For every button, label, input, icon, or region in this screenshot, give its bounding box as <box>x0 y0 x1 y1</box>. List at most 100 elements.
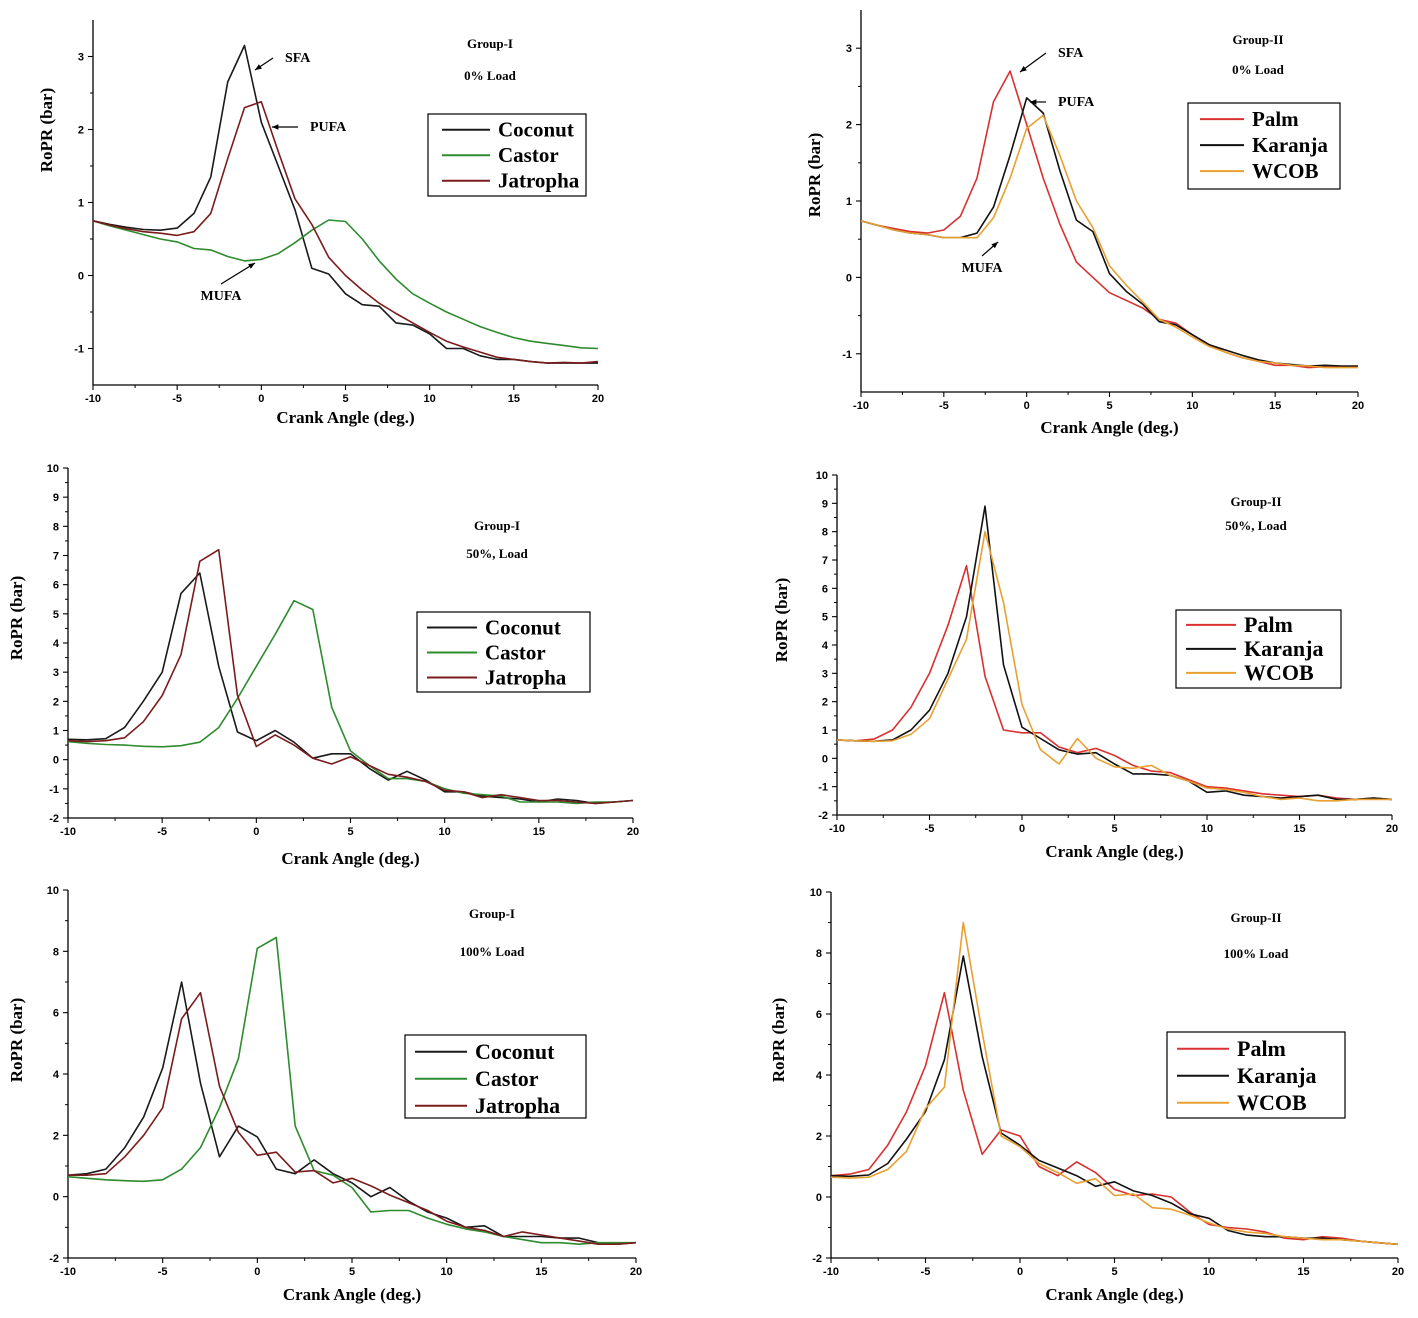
x-tick-label: -5 <box>158 1266 168 1278</box>
annotation-label: SFA <box>1058 46 1084 61</box>
y-tick-label: 3 <box>846 43 852 55</box>
annotation-arrowhead <box>1030 99 1037 105</box>
x-tick-label: 10 <box>424 393 436 405</box>
x-axis-title: Crank Angle (deg.) <box>276 408 414 427</box>
x-tick-label: 5 <box>1106 400 1112 412</box>
y-axis-title: RoPR (bar) <box>772 578 791 663</box>
legend-label-castor: Castor <box>485 640 546 664</box>
x-axis-title: Crank Angle (deg.) <box>283 1285 421 1304</box>
x-tick-label: -10 <box>823 1266 839 1278</box>
annotation-sfa: SFA <box>254 51 311 71</box>
group-label: Group-II <box>1230 494 1281 509</box>
legend-label-karanja: Karanja <box>1244 636 1323 661</box>
y-tick-label: 2 <box>846 120 852 132</box>
annotation-arrowhead <box>248 263 255 269</box>
legend-label-karanja: Karanja <box>1237 1063 1316 1088</box>
series-line-wcob <box>860 114 1358 369</box>
y-tick-label: 1 <box>53 726 59 738</box>
x-tick-label: 0 <box>253 826 259 838</box>
annotation-arrowhead <box>255 64 262 70</box>
annotation-pufa: PUFA <box>1030 95 1095 110</box>
group-label: Group-I <box>474 518 520 533</box>
y-tick-label: 3 <box>78 52 84 64</box>
y-axis-title: RoPR (bar) <box>37 88 56 173</box>
legend-label-palm: Palm <box>1237 1036 1286 1061</box>
x-tick-label: 10 <box>1186 400 1198 412</box>
y-tick-label: 8 <box>816 948 822 960</box>
y-tick-label: 4 <box>53 638 60 650</box>
legend-label-palm: Palm <box>1252 107 1299 131</box>
x-tick-label: 15 <box>1293 823 1305 835</box>
annotation-sfa: SFA <box>1019 46 1084 73</box>
legend-label-coconut: Coconut <box>498 118 574 142</box>
annotation-mufa: MUFA <box>201 262 256 304</box>
x-tick-label: -5 <box>172 393 182 405</box>
y-tick-label: 2 <box>816 1131 822 1143</box>
series-line-wcob <box>836 530 1392 802</box>
chart-panel-5: -10 -5 0 5 10 15 20 -2 0 2 4 6 8 10 Crank Angle (deg.)… <box>7 885 642 1304</box>
y-tick-label: 10 <box>47 885 59 897</box>
x-tick-label: 5 <box>347 826 353 838</box>
annotation-arrowhead <box>991 242 998 249</box>
annotation-arrowhead <box>1020 66 1027 72</box>
y-tick-label: 1 <box>846 196 852 208</box>
x-tick-label: 5 <box>342 393 348 405</box>
series-line-coconut <box>67 981 637 1245</box>
load-label: 100% Load <box>1224 946 1289 961</box>
y-tick-label: 1 <box>78 198 84 210</box>
y-tick-label: -1 <box>74 344 84 356</box>
x-tick-label: -10 <box>85 393 101 405</box>
y-axis-title: RoPR (bar) <box>7 998 26 1083</box>
x-tick-label: 10 <box>1203 1266 1215 1278</box>
group-label: Group-II <box>1230 910 1281 925</box>
x-tick-label: -10 <box>60 826 76 838</box>
x-tick-label: 0 <box>1024 400 1030 412</box>
legend-box <box>404 1034 587 1119</box>
y-axis-title: RoPR (bar) <box>7 576 26 661</box>
legend-label-coconut: Coconut <box>485 615 561 639</box>
group-label: Group-I <box>469 906 515 921</box>
x-tick-label: 15 <box>1269 400 1281 412</box>
series-line-castor <box>67 599 634 805</box>
x-tick-label: 15 <box>508 393 520 405</box>
series-line-castor <box>67 936 636 1245</box>
y-tick-label: 0 <box>816 1192 822 1204</box>
y-tick-label: 6 <box>816 1009 822 1021</box>
y-tick-label: 6 <box>53 580 59 592</box>
legend-label-coconut: Coconut <box>475 1039 555 1064</box>
x-tick-label: 5 <box>1111 823 1117 835</box>
series-line-karanja <box>836 505 1393 801</box>
y-tick-label: 8 <box>822 527 828 539</box>
y-axis-title: RoPR (bar) <box>805 133 824 218</box>
y-tick-label: -2 <box>49 1253 59 1265</box>
y-tick-label: 2 <box>53 1130 59 1142</box>
legend-label-wcob: WCOB <box>1252 159 1319 183</box>
y-tick-label: 2 <box>822 697 828 709</box>
series-line-coconut <box>92 44 598 364</box>
x-axis-title: Crank Angle (deg.) <box>1040 418 1178 437</box>
annotation-pufa: PUFA <box>272 120 347 135</box>
load-label: 100% Load <box>460 944 525 959</box>
x-tick-label: 0 <box>254 1266 260 1278</box>
y-tick-label: -1 <box>842 349 852 361</box>
legend-label-palm: Palm <box>1244 612 1293 637</box>
x-axis-title: Crank Angle (deg.) <box>281 849 419 868</box>
x-tick-label: -10 <box>829 823 845 835</box>
y-tick-label: 0 <box>53 755 59 767</box>
y-tick-label: 6 <box>53 1008 59 1020</box>
y-tick-label: 0 <box>822 753 828 765</box>
x-tick-label: 20 <box>630 1266 642 1278</box>
x-tick-label: 20 <box>627 826 639 838</box>
group-label: Group-I <box>467 36 513 51</box>
y-tick-label: 9 <box>53 492 59 504</box>
y-tick-label: 2 <box>53 696 59 708</box>
x-tick-label: 10 <box>441 1266 453 1278</box>
annotation-arrowhead <box>272 124 279 130</box>
